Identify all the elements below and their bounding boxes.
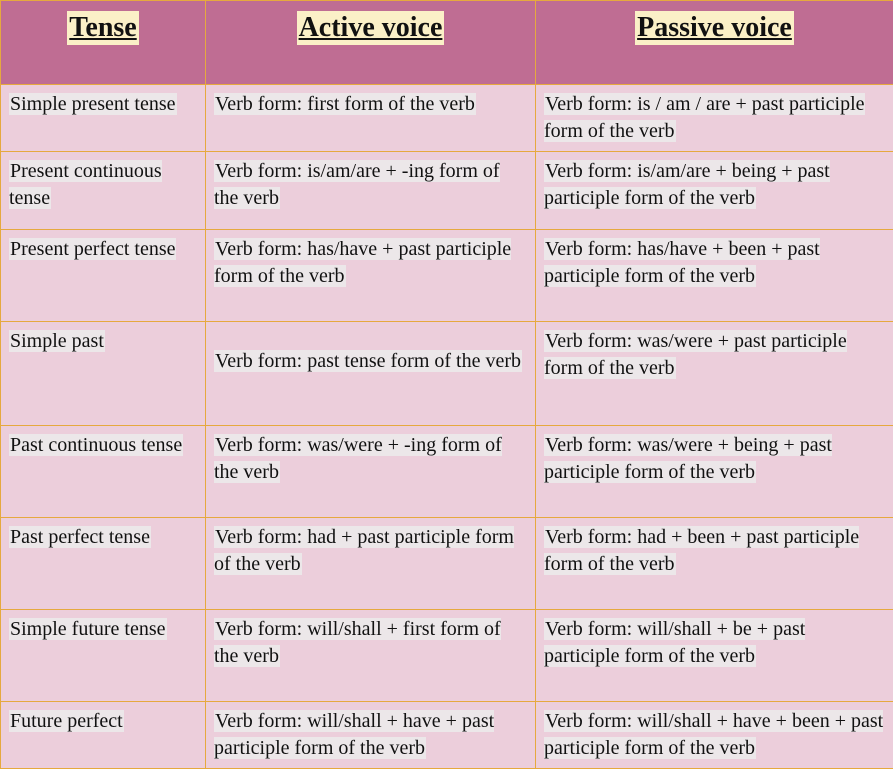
active-voice-text: Verb form: will/shall + have + past part… — [214, 710, 494, 759]
cell-passive-voice: Verb form: had + been + past participle … — [536, 518, 893, 610]
active-voice-text: Verb form: will/shall + first form of th… — [214, 618, 501, 667]
tense-text: Future perfect — [9, 710, 124, 732]
cell-passive-voice: Verb form: will/shall + be + past partic… — [536, 610, 893, 702]
tense-voice-table: Tense Active voice Passive voice Simple … — [0, 0, 893, 769]
passive-voice-text: Verb form: will/shall + have + been + pa… — [544, 710, 883, 759]
active-voice-text: Verb form: is/am/are + -ing form of the … — [214, 160, 500, 209]
active-voice-text: Verb form: past tense form of the verb — [214, 350, 522, 372]
table-row: Past continuous tense Verb form: was/were… — [1, 426, 893, 518]
cell-active-voice: Verb form: will/shall + first form of th… — [206, 610, 536, 702]
cell-active-voice: Verb form: will/shall + have + past part… — [206, 702, 536, 769]
table-row: Simple past Verb form: past tense form of… — [1, 322, 893, 426]
tense-text: Present perfect tense — [9, 238, 176, 260]
cell-active-voice: Verb form: is/am/are + -ing form of the … — [206, 152, 536, 230]
passive-voice-text: Verb form: has/have + been + past partic… — [544, 238, 820, 287]
cell-tense: Simple past — [1, 322, 206, 426]
cell-tense: Present continuous tense — [1, 152, 206, 230]
table-row: Simple future tense Verb form: will/shall… — [1, 610, 893, 702]
table-row: Simple present tense Verb form: first for… — [1, 85, 893, 152]
cell-tense: Past continuous tense — [1, 426, 206, 518]
table-header-row: Tense Active voice Passive voice — [1, 1, 893, 85]
table-row: Past perfect tense Verb form: had + past … — [1, 518, 893, 610]
passive-voice-text: Verb form: is/am/are + being + past part… — [544, 160, 830, 209]
active-voice-text: Verb form: has/have + past participle fo… — [214, 238, 511, 287]
cell-tense: Present perfect tense — [1, 230, 206, 322]
passive-voice-text: Verb form: was/were + past participle fo… — [544, 330, 847, 379]
header-active-voice: Active voice — [206, 1, 536, 85]
passive-voice-text: Verb form: will/shall + be + past partic… — [544, 618, 805, 667]
cell-tense: Future perfect — [1, 702, 206, 769]
table-row: Present continuous tense Verb form: is/am… — [1, 152, 893, 230]
tense-text: Present continuous tense — [9, 160, 162, 209]
cell-passive-voice: Verb form: was/were + being + past parti… — [536, 426, 893, 518]
active-voice-text: Verb form: was/were + -ing form of the v… — [214, 434, 502, 483]
cell-tense: Simple present tense — [1, 85, 206, 152]
cell-active-voice: Verb form: past tense form of the verb — [206, 322, 536, 426]
cell-active-voice: Verb form: was/were + -ing form of the v… — [206, 426, 536, 518]
spacer — [214, 328, 527, 348]
header-label: Active voice — [297, 11, 445, 45]
active-voice-text: Verb form: first form of the verb — [214, 93, 476, 115]
passive-voice-text: Verb form: had + been + past participle … — [544, 526, 859, 575]
cell-active-voice: Verb form: had + past participle form of… — [206, 518, 536, 610]
cell-passive-voice: Verb form: is/am/are + being + past part… — [536, 152, 893, 230]
active-voice-text: Verb form: had + past participle form of… — [214, 526, 514, 575]
tense-text: Past continuous tense — [9, 434, 183, 456]
tense-text: Simple present tense — [9, 93, 177, 115]
cell-passive-voice: Verb form: is / am / are + past particip… — [536, 85, 893, 152]
tense-text: Past perfect tense — [9, 526, 151, 548]
passive-voice-text: Verb form: was/were + being + past parti… — [544, 434, 832, 483]
header-label: Tense — [67, 11, 138, 45]
header-label: Passive voice — [635, 11, 794, 45]
cell-tense: Simple future tense — [1, 610, 206, 702]
header-tense: Tense — [1, 1, 206, 85]
header-passive-voice: Passive voice — [536, 1, 893, 85]
cell-tense: Past perfect tense — [1, 518, 206, 610]
cell-active-voice: Verb form: has/have + past participle fo… — [206, 230, 536, 322]
table-row: Present perfect tense Verb form: has/have… — [1, 230, 893, 322]
passive-voice-text: Verb form: is / am / are + past particip… — [544, 93, 865, 142]
tense-text: Simple past — [9, 330, 105, 352]
tense-text: Simple future tense — [9, 618, 167, 640]
cell-passive-voice: Verb form: was/were + past participle fo… — [536, 322, 893, 426]
tense-voice-table-container: Tense Active voice Passive voice Simple … — [0, 0, 893, 765]
cell-active-voice: Verb form: first form of the verb — [206, 85, 536, 152]
cell-passive-voice: Verb form: has/have + been + past partic… — [536, 230, 893, 322]
table-body: Simple present tense Verb form: first for… — [1, 85, 893, 769]
cell-passive-voice: Verb form: will/shall + have + been + pa… — [536, 702, 893, 769]
table-row: Future perfect Verb form: will/shall + ha… — [1, 702, 893, 769]
